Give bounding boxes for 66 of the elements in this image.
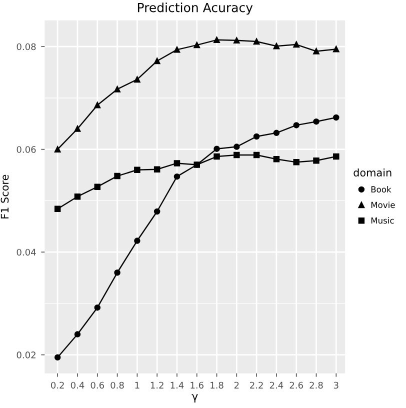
point — [313, 118, 320, 125]
x-axis-title: γ — [192, 394, 198, 403]
legend-title: domain — [354, 168, 392, 177]
chart-title: Prediction Acuracy — [138, 2, 253, 15]
x-tick-label: 1.4 — [170, 382, 184, 389]
point — [114, 172, 120, 180]
x-tick-label: 2.8 — [310, 382, 323, 389]
point — [234, 152, 240, 158]
point — [114, 270, 120, 276]
point — [174, 46, 180, 53]
legend-label: Movie — [371, 202, 395, 208]
x-tick-label: 2 — [234, 382, 239, 389]
point — [234, 37, 240, 44]
x-tick-label: 0.8 — [110, 382, 124, 389]
point — [214, 146, 220, 152]
point — [74, 193, 81, 200]
y-tick-label: 0.08 — [16, 43, 36, 50]
point — [253, 133, 260, 140]
y-axis-title: F1 Score — [0, 174, 9, 218]
point — [234, 144, 240, 150]
x-tick-label: 2.4 — [270, 382, 284, 389]
point — [174, 173, 180, 180]
x-tick-label: 2.6 — [290, 382, 303, 389]
point — [253, 38, 260, 45]
point — [154, 58, 160, 64]
point — [214, 153, 220, 160]
point — [273, 130, 280, 136]
point — [134, 238, 140, 244]
y-tick-label: 0.06 — [16, 146, 36, 153]
point — [94, 184, 101, 190]
point — [54, 354, 61, 361]
x-tick-label: 2.2 — [250, 382, 263, 389]
x-tick-label: 1.2 — [150, 382, 164, 389]
x-tick-label: 1.6 — [190, 382, 204, 389]
x-tick-label: 1 — [135, 382, 140, 389]
legend-label: Book — [371, 186, 392, 193]
point — [194, 42, 200, 48]
point — [313, 158, 320, 164]
point — [74, 331, 81, 338]
point — [134, 76, 140, 83]
point — [293, 41, 300, 48]
point — [54, 146, 61, 152]
point — [94, 102, 101, 108]
x-tick-label: 1.8 — [210, 382, 224, 389]
x-tick-label: 0.6 — [90, 382, 104, 389]
point — [174, 160, 180, 166]
point — [214, 36, 220, 44]
x-tick-label: 0.2 — [51, 382, 64, 389]
point — [154, 208, 160, 215]
point — [293, 122, 300, 128]
legend-label: Music — [371, 217, 394, 224]
point — [253, 152, 260, 158]
point — [54, 206, 61, 212]
point — [273, 42, 280, 50]
y-tick-label: 0.02 — [16, 352, 36, 358]
point — [333, 114, 340, 121]
x-tick-label: 0.4 — [70, 382, 84, 389]
point — [94, 304, 101, 311]
point — [273, 156, 280, 162]
point — [333, 153, 340, 160]
point — [134, 166, 140, 174]
point — [293, 159, 300, 166]
point — [154, 166, 160, 172]
y-tick-label: 0.04 — [16, 248, 36, 256]
point — [74, 126, 81, 132]
x-tick-label: 3 — [334, 382, 338, 389]
